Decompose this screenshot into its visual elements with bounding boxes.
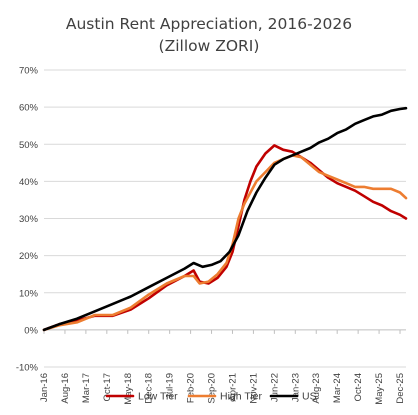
x-tick-label: Oct-24 xyxy=(353,373,364,402)
y-tick-label: 60% xyxy=(19,103,39,114)
x-tick-label: Apr-21 xyxy=(227,373,238,402)
chart-title-line-2: (Zillow ZORI) xyxy=(159,37,260,55)
legend-label-high-tier: High Tier xyxy=(220,391,263,403)
legend-label-low-tier: Low Tier xyxy=(138,391,178,403)
x-tick-label: Dec-18 xyxy=(144,373,155,404)
y-tick-label: 0% xyxy=(24,325,38,336)
y-tick-label: 20% xyxy=(19,251,39,262)
x-tick-label: Mar-17 xyxy=(81,373,92,403)
x-tick-label: Mar-24 xyxy=(332,373,343,403)
x-tick-label: Nov-21 xyxy=(248,373,259,404)
y-tick-label: 10% xyxy=(19,288,39,299)
x-tick-label: Jul-19 xyxy=(165,373,176,399)
y-tick-label: 30% xyxy=(19,214,39,225)
x-tick-label: Feb-20 xyxy=(186,373,197,403)
x-axis-tick-labels: Jan-16 Aug-16 Mar-17 Oct-17 May-18 Dec-18 Jul-… xyxy=(39,373,406,405)
y-axis-tick-labels: -10% 0% 10% 20% 30% 40% 50% 60% 70% xyxy=(16,66,39,374)
chart-title-line-1: Austin Rent Appreciation, 2016-2026 xyxy=(66,15,352,33)
x-tick-label: Dec-25 xyxy=(395,373,406,404)
x-tick-label: May-18 xyxy=(123,373,134,405)
x-tick-label: Sep-20 xyxy=(207,373,218,404)
x-axis xyxy=(43,329,406,334)
x-tick-label: Oct-17 xyxy=(102,373,113,402)
y-tick-label: 50% xyxy=(19,140,39,151)
series-line-low-tier xyxy=(42,144,408,332)
x-tick-label: Jan-16 xyxy=(39,373,50,402)
y-tick-label: 70% xyxy=(19,66,39,77)
y-tick-label: 40% xyxy=(19,177,39,188)
series-line-us xyxy=(42,106,408,332)
x-tick-label: Jan-23 xyxy=(290,373,301,402)
x-tick-label: Jun-22 xyxy=(269,373,280,402)
series-line-high-tier xyxy=(42,154,408,332)
legend: Low Tier High Tier US xyxy=(105,391,317,403)
x-tick-label: May-25 xyxy=(374,373,385,405)
x-tick-label: Aug-16 xyxy=(60,373,71,404)
series-lines xyxy=(42,106,408,332)
legend-label-us: US xyxy=(302,391,317,403)
y-tick-label: -10% xyxy=(16,363,39,374)
x-tick-label: Aug-23 xyxy=(311,373,322,404)
